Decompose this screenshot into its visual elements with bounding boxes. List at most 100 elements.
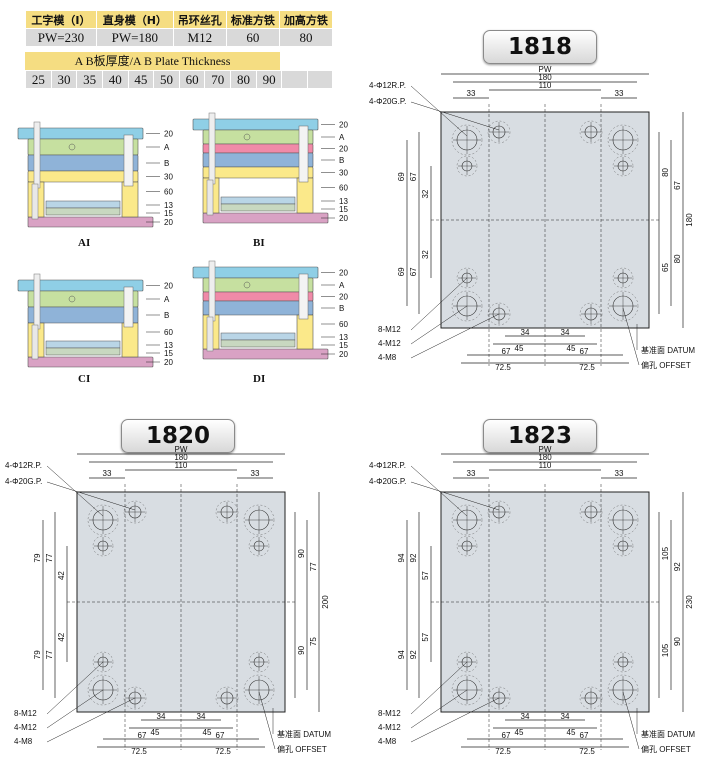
dim-67-left: 67 bbox=[502, 347, 511, 356]
socket-bolt bbox=[208, 112, 216, 185]
dim-right-mid-bottom: 90 bbox=[673, 637, 682, 646]
dim-72-left: 72.5 bbox=[131, 747, 147, 756]
counterbore-ring bbox=[248, 651, 270, 673]
spec-value: M12 bbox=[172, 28, 227, 47]
socket-bolt bbox=[208, 260, 216, 322]
plate-label: 15 bbox=[164, 209, 173, 218]
spec-header: 工字模（I） bbox=[25, 10, 97, 29]
dim-left-mid-top: 57 bbox=[421, 571, 430, 580]
plate-label: 20 bbox=[339, 214, 348, 223]
dim-pw-label: PW bbox=[539, 65, 552, 74]
spacer-block-right bbox=[296, 177, 314, 214]
plate-label: 60 bbox=[339, 320, 348, 329]
dim-right-mid-top: 77 bbox=[309, 562, 318, 571]
dim-67-left: 67 bbox=[502, 731, 511, 740]
dim-110-label: 110 bbox=[539, 81, 552, 90]
dim-34-right: 34 bbox=[197, 712, 206, 721]
dim-72-left: 72.5 bbox=[495, 363, 511, 372]
cooling-mark-icon bbox=[68, 143, 76, 151]
callout-leader bbox=[46, 481, 136, 511]
dim-72-right: 72.5 bbox=[215, 747, 231, 756]
counterbore-ring bbox=[451, 290, 483, 322]
ejector-plate bbox=[220, 203, 296, 212]
return-pin bbox=[206, 179, 214, 216]
callout-leader bbox=[410, 481, 500, 511]
plate-label: 30 bbox=[339, 169, 348, 178]
counterbore-ring bbox=[487, 120, 511, 144]
counterbore-ring bbox=[607, 290, 639, 322]
callout-leader bbox=[410, 697, 500, 743]
dim-left-outer-bottom: 94 bbox=[397, 650, 406, 659]
callout-8-m12: 8-M12 bbox=[378, 709, 401, 718]
dim-180-label: 180 bbox=[174, 453, 188, 462]
dim-33-left-label: 33 bbox=[467, 469, 476, 478]
callout-leader bbox=[410, 101, 500, 131]
plate-label: 60 bbox=[164, 328, 173, 337]
spec-value: PW=230 bbox=[25, 28, 97, 47]
spec-header: 加高方铁 bbox=[278, 10, 334, 29]
callout-4-m8: 4-M8 bbox=[378, 353, 397, 362]
support-plate bbox=[202, 166, 314, 179]
counterbore-ring bbox=[607, 124, 639, 156]
counterbore-ring bbox=[607, 674, 639, 706]
thickness-value: 90 bbox=[255, 70, 283, 89]
plate-label: B bbox=[164, 159, 169, 168]
callout-4-m12: 4-M12 bbox=[14, 723, 37, 732]
callout-datum: 基准面 DATUM bbox=[641, 345, 695, 355]
dim-110-label: 110 bbox=[175, 461, 188, 470]
dim-left-mid-bottom: 42 bbox=[57, 632, 66, 641]
counterbore-ring bbox=[215, 686, 239, 710]
dim-34-right: 34 bbox=[561, 328, 570, 337]
plate-label: 20 bbox=[164, 218, 173, 227]
dim-left-outer-bottom: 79 bbox=[33, 650, 42, 659]
dim-left-mid-top: 42 bbox=[57, 571, 66, 580]
callout-leader bbox=[410, 305, 468, 345]
counterbore-ring bbox=[612, 267, 634, 289]
dim-right-small-bottom: 90 bbox=[297, 645, 306, 654]
counterbore-ring bbox=[243, 674, 275, 706]
dim-33-right-label: 33 bbox=[615, 469, 624, 478]
callout-leader bbox=[46, 661, 104, 715]
dim-right-small-top: 80 bbox=[661, 167, 670, 176]
callout-leader bbox=[46, 689, 104, 729]
dim-pw-label: PW bbox=[539, 445, 552, 454]
thickness-value: 45 bbox=[127, 70, 155, 89]
dim-left-inner-bottom: 77 bbox=[45, 650, 54, 659]
guide-pillar bbox=[123, 286, 134, 328]
callout-offset: 偏孔 OFFSET bbox=[277, 744, 327, 754]
dim-pw-label: PW bbox=[175, 445, 188, 454]
mold-label-di: DI bbox=[253, 373, 266, 385]
plate-label: 20 bbox=[339, 293, 348, 302]
callout-4-m8: 4-M8 bbox=[14, 737, 33, 746]
callout-offset: 偏孔 OFFSET bbox=[641, 744, 691, 754]
counterbore-ring bbox=[579, 686, 603, 710]
plate-label: 20 bbox=[339, 145, 348, 154]
dim-45-left: 45 bbox=[515, 728, 524, 737]
dim-left-mid-bottom: 32 bbox=[421, 250, 430, 259]
counterbore-ring bbox=[612, 535, 634, 557]
guide-pillar bbox=[298, 125, 309, 183]
callout-4-m8: 4-M8 bbox=[378, 737, 397, 746]
callout-return-pin: 4-Φ12R.P. bbox=[369, 461, 406, 470]
a-plate bbox=[202, 129, 314, 145]
dim-left-mid-bottom: 57 bbox=[421, 632, 430, 641]
callout-leader bbox=[410, 661, 468, 715]
counterbore-ring bbox=[487, 302, 511, 326]
a-plate bbox=[27, 290, 139, 308]
callout-8-m12: 8-M12 bbox=[14, 709, 37, 718]
plate-label: 13 bbox=[164, 201, 173, 210]
return-pin bbox=[31, 183, 39, 220]
spec-header: 吊环丝孔 bbox=[172, 10, 227, 29]
plate-label: 13 bbox=[339, 333, 348, 342]
plate-label: A bbox=[339, 133, 345, 142]
offset-leader bbox=[622, 691, 640, 750]
spacer-block-right bbox=[296, 314, 314, 350]
dim-33-left-label: 33 bbox=[103, 469, 112, 478]
dim-180-label: 180 bbox=[538, 73, 552, 82]
dim-right-mid-bottom: 75 bbox=[309, 637, 318, 646]
counterbore-ring bbox=[123, 500, 147, 524]
dim-right-total: 230 bbox=[685, 595, 694, 609]
